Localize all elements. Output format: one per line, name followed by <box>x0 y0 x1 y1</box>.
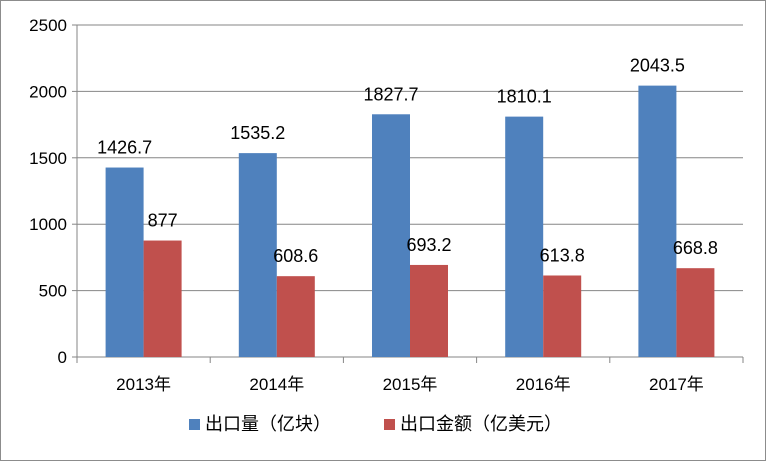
data-label-series-1: 2043.5 <box>630 56 685 76</box>
data-label-series-1: 1827.7 <box>363 84 418 104</box>
data-label-series-2: 608.6 <box>273 246 318 266</box>
x-category-label: 2016年 <box>516 375 571 394</box>
bar-series-1 <box>505 116 544 358</box>
y-tick-label: 2000 <box>29 82 67 101</box>
bar-series-1 <box>238 153 277 357</box>
x-category-label: 2017年 <box>649 375 704 394</box>
y-tick-label: 2500 <box>29 16 67 35</box>
data-label-series-1: 1535.2 <box>230 123 285 143</box>
bar-series-1 <box>638 85 677 357</box>
bar-series-2 <box>143 240 182 357</box>
bars <box>105 85 715 358</box>
bar-series-2 <box>543 275 582 357</box>
x-category-label: 2015年 <box>383 375 438 394</box>
legend-label-series-1: 出口量（亿块） <box>205 414 331 434</box>
data-labels: 1426.7 1535.2 1827.7 1810.1 2043.5 877 608.6 69… <box>97 56 718 267</box>
y-tick-label: 500 <box>39 282 67 301</box>
axes: 0 500 1000 1500 2000 2500 2013年 2014年 2015年 2016年… <box>29 16 744 394</box>
bar-series-1 <box>105 167 144 357</box>
data-label-series-2: 877 <box>148 211 178 231</box>
y-tick-label: 0 <box>58 348 67 367</box>
legend-swatch-series-1 <box>189 419 200 430</box>
data-label-series-1: 1810.1 <box>497 87 552 107</box>
data-label-series-2: 613.8 <box>540 245 585 265</box>
y-tick-label: 1500 <box>29 149 67 168</box>
x-category-label: 2014年 <box>249 375 304 394</box>
bar-series-1 <box>372 114 410 358</box>
data-label-series-1: 1426.7 <box>97 138 152 158</box>
legend-label-series-2: 出口金额（亿美元） <box>400 414 562 434</box>
bar-series-2 <box>676 268 715 357</box>
bar-series-2 <box>276 276 315 357</box>
bar-series-2 <box>410 264 448 357</box>
x-category-label: 2013年 <box>116 375 171 394</box>
data-label-series-2: 668.8 <box>673 238 718 258</box>
data-label-series-2: 693.2 <box>406 235 451 255</box>
legend-swatch-series-2 <box>384 419 395 430</box>
y-tick-label: 1000 <box>29 215 67 234</box>
legend: 出口量（亿块） 出口金额（亿美元） <box>189 414 562 434</box>
